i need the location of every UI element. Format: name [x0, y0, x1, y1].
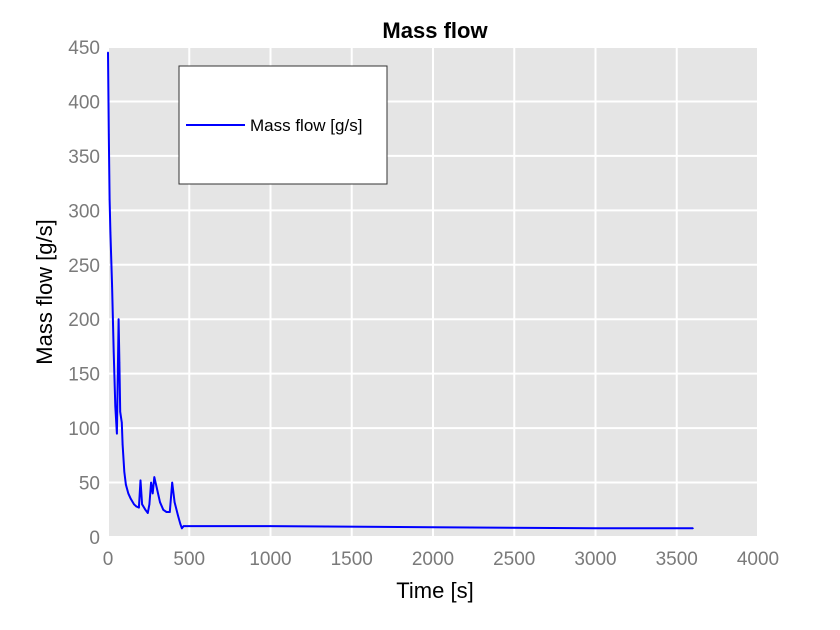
data-point [130, 498, 132, 500]
x-tick-label: 1500 [331, 549, 373, 570]
data-point [139, 479, 142, 482]
y-tick-label: 0 [89, 528, 100, 549]
data-point [121, 443, 124, 446]
data-point [107, 51, 109, 54]
data-point [165, 511, 168, 513]
data-point [162, 509, 165, 511]
data-point [117, 372, 119, 375]
x-tick-label: 1000 [249, 549, 291, 570]
data-point [141, 503, 143, 506]
x-tick-label: 4000 [737, 549, 779, 570]
data-point [159, 501, 161, 504]
data-point [153, 476, 156, 478]
data-point [181, 527, 183, 530]
data-point [151, 492, 154, 495]
series-layer [107, 51, 694, 530]
y-tick-label: 250 [68, 256, 100, 277]
data-point [173, 501, 176, 504]
data-point [121, 421, 123, 424]
data-point [117, 318, 120, 321]
x-tick-label: 3000 [574, 549, 616, 570]
y-tick-label: 300 [68, 201, 100, 222]
y-tick-label: 450 [68, 38, 100, 59]
y-tick-label: 100 [68, 419, 100, 440]
x-tick-label: 500 [173, 549, 205, 570]
data-point [135, 505, 138, 508]
y-tick-label: 400 [68, 92, 100, 113]
y-tick-label: 150 [68, 365, 100, 386]
data-point [125, 483, 127, 486]
data-point [171, 481, 173, 484]
data-point [118, 362, 121, 364]
data-point [432, 526, 434, 528]
data-point [147, 512, 149, 514]
legend: Mass flow [g/s] [178, 65, 388, 185]
chart-title: Mass flow [382, 18, 488, 43]
x-tick-label: 2500 [493, 549, 535, 570]
data-point [148, 503, 151, 506]
data-point [269, 525, 272, 527]
data-point [123, 470, 126, 473]
y-axis-label: Mass flow [g/s] [32, 219, 57, 364]
data-point [692, 527, 694, 530]
tick-labels: 0 500 1000 1500 2000 2500 3000 3500 4000 0 50 100 15… [68, 38, 779, 570]
data-point [179, 523, 182, 525]
x-tick-label: 0 [103, 549, 114, 570]
data-point [177, 514, 179, 516]
data-point [138, 506, 140, 509]
data-point [109, 231, 112, 233]
data-point [182, 525, 185, 527]
y-tick-label: 350 [68, 147, 100, 168]
legend-entry: Mass flow [g/s] [250, 116, 362, 135]
data-point [127, 492, 130, 495]
x-axis-label: Time [s] [396, 578, 473, 603]
data-point [169, 511, 171, 513]
y-tick-label: 50 [79, 474, 100, 495]
data-point [594, 527, 597, 530]
data-point [156, 487, 158, 489]
data-point [184, 525, 186, 527]
data-point [116, 432, 118, 435]
data-point [119, 411, 121, 413]
data-point [144, 509, 147, 511]
data-point [150, 481, 152, 484]
y-tick-label: 200 [68, 310, 100, 331]
x-tick-label: 3500 [656, 549, 698, 570]
data-point [108, 133, 110, 135]
data-point [114, 405, 117, 408]
data-point [112, 351, 115, 353]
data-point [108, 198, 111, 201]
data-point [133, 503, 135, 506]
data-point [111, 285, 113, 288]
x-tick-label: 2000 [412, 549, 454, 570]
